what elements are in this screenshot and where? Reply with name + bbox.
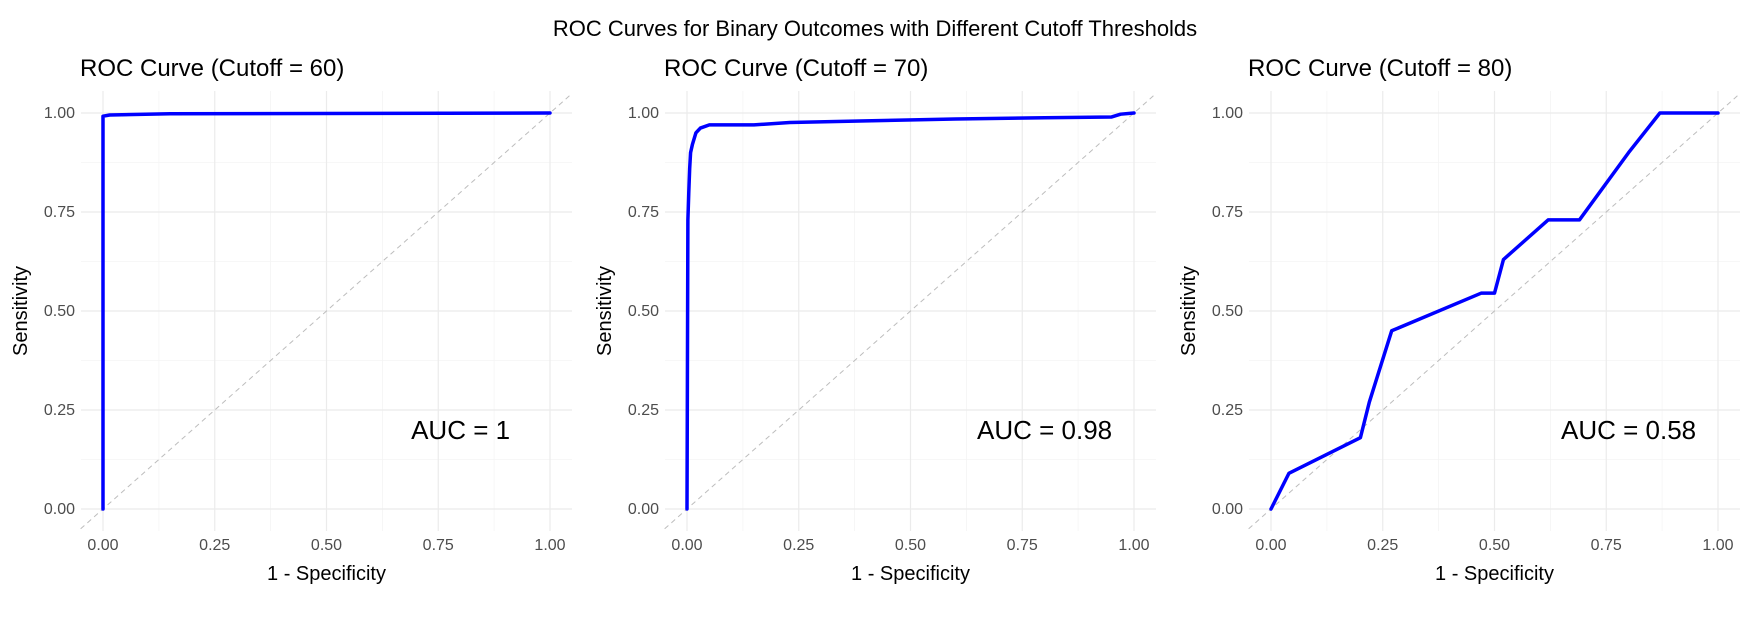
x-tick-label: 0.00 xyxy=(671,537,702,554)
x-tick-label: 1.00 xyxy=(1702,537,1733,554)
panel-title: ROC Curve (Cutoff = 80) xyxy=(1248,55,1512,82)
roc-curve-line xyxy=(101,111,552,511)
reference-diagonal xyxy=(80,92,573,530)
x-axis-label: 1 - Specificity xyxy=(1435,563,1554,585)
x-tick-label: 0.50 xyxy=(311,537,342,554)
x-tick-label: 0.00 xyxy=(1255,537,1286,554)
x-tick-label: 0.25 xyxy=(783,537,814,554)
x-axis-label: 1 - Specificity xyxy=(267,563,386,585)
reference-diagonal xyxy=(1248,92,1741,530)
figure-title: ROC Curves for Binary Outcomes with Diff… xyxy=(553,16,1197,41)
y-tick-label: 0.25 xyxy=(628,402,659,419)
panel-title: ROC Curve (Cutoff = 60) xyxy=(80,55,344,82)
y-tick-label: 0.25 xyxy=(44,402,75,419)
y-tick-label: 0.50 xyxy=(44,303,75,320)
y-tick-label: 1.00 xyxy=(44,105,75,122)
y-tick-label: 0.00 xyxy=(628,501,659,518)
auc-annotation: AUC = 0.98 xyxy=(977,415,1112,445)
x-tick-label: 1.00 xyxy=(1118,537,1149,554)
y-tick-label: 0.75 xyxy=(1212,204,1243,221)
x-tick-label: 0.75 xyxy=(423,537,454,554)
y-tick-label: 0.50 xyxy=(1212,303,1243,320)
x-tick-label: 0.50 xyxy=(895,537,926,554)
x-tick-label: 0.75 xyxy=(1591,537,1622,554)
y-tick-label: 0.50 xyxy=(628,303,659,320)
x-tick-label: 0.50 xyxy=(1479,537,1510,554)
x-tick-label: 0.25 xyxy=(199,537,230,554)
auc-annotation: AUC = 1 xyxy=(411,415,510,445)
x-tick-label: 0.75 xyxy=(1007,537,1038,554)
y-tick-label: 0.00 xyxy=(1212,501,1243,518)
roc-panel-3: 0.00 0.00 0.25 0.25 0.50 0.50 0.75 0.75 1.00 1.00… xyxy=(1178,55,1741,585)
panels: 0.00 0.00 0.25 0.25 0.50 0.50 0.75 0.75 1.00 1.00… xyxy=(10,55,1741,585)
x-tick-label: 0.25 xyxy=(1367,537,1398,554)
major-grid xyxy=(1249,91,1740,531)
y-tick-label: 0.00 xyxy=(44,501,75,518)
y-tick-label: 0.75 xyxy=(628,204,659,221)
y-tick-label: 1.00 xyxy=(1212,105,1243,122)
y-tick-label: 0.75 xyxy=(44,204,75,221)
y-axis-label: Sensitivity xyxy=(594,266,616,356)
roc-panel-1: 0.00 0.00 0.25 0.25 0.50 0.50 0.75 0.75 1.00 1.00… xyxy=(10,55,573,585)
roc-panel-2: 0.00 0.00 0.25 0.25 0.50 0.50 0.75 0.75 1.00 1.00… xyxy=(594,55,1157,585)
auc-annotation: AUC = 0.58 xyxy=(1561,415,1696,445)
x-tick-label: 1.00 xyxy=(534,537,565,554)
x-tick-label: 0.00 xyxy=(87,537,118,554)
roc-curve-line xyxy=(1269,111,1720,511)
x-axis-label: 1 - Specificity xyxy=(851,563,970,585)
y-tick-label: 1.00 xyxy=(628,105,659,122)
y-axis-label: Sensitivity xyxy=(1178,266,1200,356)
roc-curve-line xyxy=(685,111,1136,511)
y-axis-label: Sensitivity xyxy=(10,266,32,356)
panel-title: ROC Curve (Cutoff = 70) xyxy=(664,55,928,82)
y-tick-label: 0.25 xyxy=(1212,402,1243,419)
reference-diagonal xyxy=(664,92,1157,530)
